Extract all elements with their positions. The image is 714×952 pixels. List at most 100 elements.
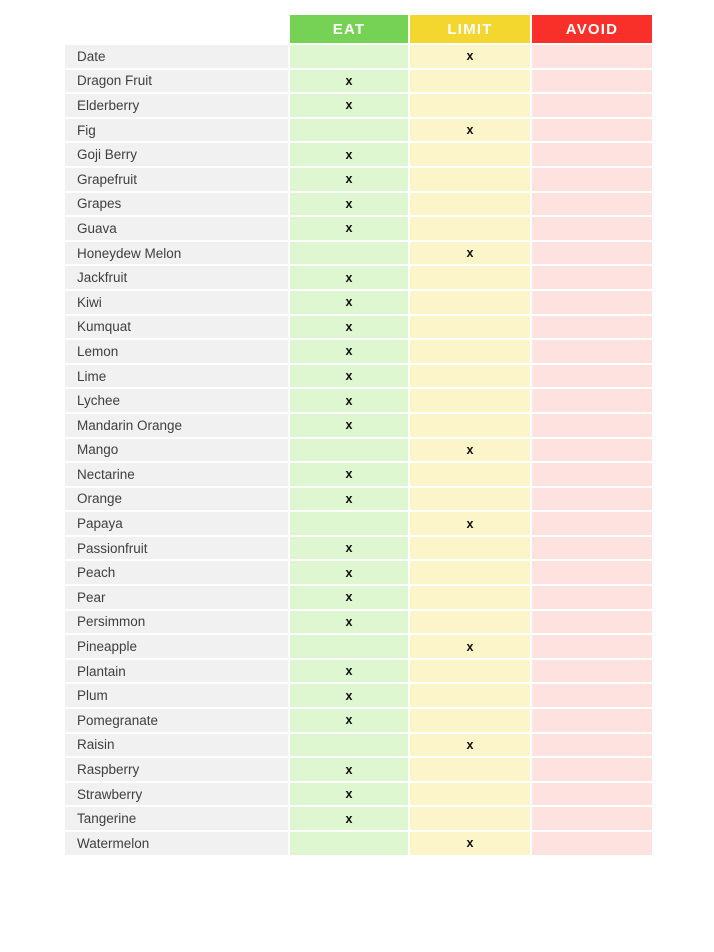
table-row: Lemon x: [65, 340, 652, 363]
cell-limit: [410, 315, 530, 339]
x-mark: x: [345, 787, 353, 802]
cell-eat: [290, 45, 408, 68]
table-row: Nectarine x: [65, 463, 652, 486]
cell-limit: x: [410, 118, 530, 142]
x-mark: x: [345, 73, 353, 88]
cell-limit: [410, 69, 530, 93]
table-row: Honeydew Melon x: [65, 241, 652, 265]
fruit-label: Mango: [65, 438, 288, 462]
x-mark: x: [466, 123, 474, 138]
column-header-eat: EAT: [290, 15, 408, 43]
cell-avoid: [532, 586, 652, 609]
fruit-label: Orange: [65, 487, 288, 511]
table-row: Mango x: [65, 438, 652, 462]
cell-eat: x: [290, 413, 408, 437]
fruit-label: Kiwi: [65, 290, 288, 314]
cell-limit: x: [410, 241, 530, 265]
x-mark: x: [345, 172, 353, 187]
fruit-label: Peach: [65, 561, 288, 585]
cell-eat: x: [290, 143, 408, 166]
cell-avoid: [532, 364, 652, 388]
cell-avoid: [532, 315, 652, 339]
cell-avoid: [532, 487, 652, 511]
fruit-label: Grapefruit: [65, 167, 288, 191]
x-mark: x: [345, 196, 353, 211]
cell-eat: x: [290, 586, 408, 609]
fruit-label: Plantain: [65, 659, 288, 683]
cell-eat: x: [290, 94, 408, 117]
cell-avoid: [532, 782, 652, 806]
cell-avoid: [532, 241, 652, 265]
cell-eat: x: [290, 709, 408, 732]
cell-avoid: [532, 389, 652, 412]
x-mark: x: [345, 491, 353, 506]
cell-limit: [410, 659, 530, 683]
table-row: Persimmon x: [65, 610, 652, 634]
cell-eat: x: [290, 561, 408, 585]
x-mark: x: [345, 393, 353, 408]
x-mark: x: [345, 590, 353, 605]
table-row: Pineapple x: [65, 635, 652, 658]
x-mark: x: [466, 49, 474, 64]
cell-eat: x: [290, 807, 408, 830]
x-mark: x: [345, 541, 353, 556]
cell-limit: [410, 94, 530, 117]
table-row: Peach x: [65, 561, 652, 585]
x-mark: x: [345, 270, 353, 285]
cell-eat: x: [290, 659, 408, 683]
cell-limit: [410, 266, 530, 289]
fruit-label: Kumquat: [65, 315, 288, 339]
table-row: Papaya x: [65, 512, 652, 535]
table-row: Goji Berry x: [65, 143, 652, 166]
table-row: Pomegranate x: [65, 709, 652, 732]
table-row: Mandarin Orange x: [65, 413, 652, 437]
cell-avoid: [532, 635, 652, 658]
table-row: Passionfruit x: [65, 536, 652, 560]
cell-eat: x: [290, 192, 408, 216]
cell-eat: [290, 832, 408, 855]
fruit-label: Grapes: [65, 192, 288, 216]
fruit-label: Dragon Fruit: [65, 69, 288, 93]
cell-limit: [410, 217, 530, 240]
x-mark: x: [345, 221, 353, 236]
x-mark: x: [466, 639, 474, 654]
cell-avoid: [532, 118, 652, 142]
table-row: Guava x: [65, 217, 652, 240]
cell-eat: [290, 512, 408, 535]
x-mark: x: [345, 614, 353, 629]
fruit-label: Elderberry: [65, 94, 288, 117]
fruit-label: Nectarine: [65, 463, 288, 486]
cell-avoid: [532, 167, 652, 191]
table-row: Raisin x: [65, 733, 652, 757]
table-row: Watermelon x: [65, 832, 652, 855]
fruit-label: Tangerine: [65, 807, 288, 830]
fruit-label: Passionfruit: [65, 536, 288, 560]
cell-limit: [410, 709, 530, 732]
cell-limit: [410, 807, 530, 830]
cell-eat: x: [290, 340, 408, 363]
table-row: Pear x: [65, 586, 652, 609]
cell-avoid: [532, 536, 652, 560]
cell-limit: [410, 586, 530, 609]
fruit-label: Persimmon: [65, 610, 288, 634]
fruit-label: Lime: [65, 364, 288, 388]
fruit-label: Pineapple: [65, 635, 288, 658]
table-row: Tangerine x: [65, 807, 652, 830]
x-mark: x: [466, 246, 474, 261]
cell-eat: x: [290, 315, 408, 339]
header-row: EAT LIMIT AVOID: [65, 15, 652, 43]
cell-limit: x: [410, 512, 530, 535]
x-mark: x: [345, 319, 353, 334]
table-row: Plum x: [65, 684, 652, 708]
fruit-label: Raspberry: [65, 758, 288, 781]
cell-limit: [410, 610, 530, 634]
cell-eat: [290, 438, 408, 462]
cell-eat: x: [290, 266, 408, 289]
cell-limit: [410, 364, 530, 388]
fruit-label: Plum: [65, 684, 288, 708]
table-row: Kumquat x: [65, 315, 652, 339]
cell-limit: [410, 758, 530, 781]
x-mark: x: [345, 713, 353, 728]
x-mark: x: [345, 369, 353, 384]
